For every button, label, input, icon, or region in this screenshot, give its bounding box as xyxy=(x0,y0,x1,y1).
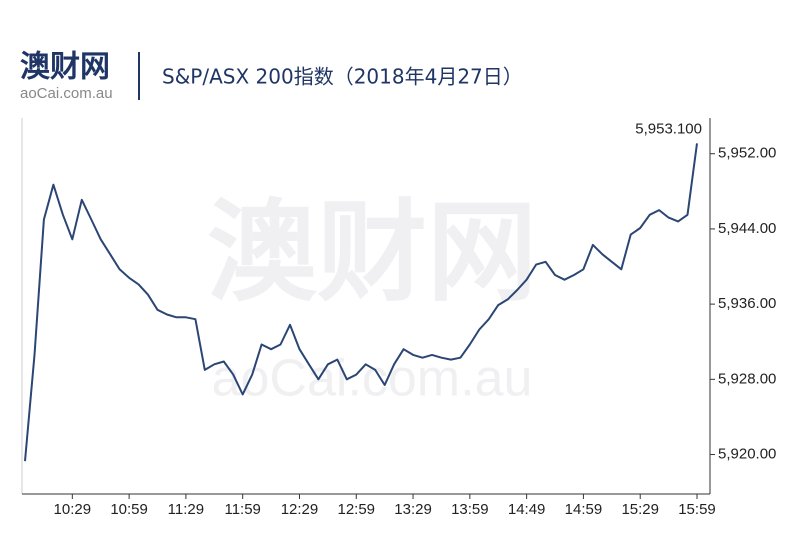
y-tick-label: 5,944.00 xyxy=(718,220,776,237)
x-tick-label: 13:59 xyxy=(451,501,489,518)
data-line xyxy=(24,143,698,462)
x-tick-label: 13:29 xyxy=(394,501,432,518)
x-tick-label: 10:59 xyxy=(110,501,148,518)
x-tick-label: 10:29 xyxy=(54,501,92,518)
y-tick-label: 5,952.00 xyxy=(718,145,776,162)
value-label: 5,953.100 xyxy=(635,120,702,137)
x-tick-label: 12:59 xyxy=(337,501,375,518)
x-tick-label: 12:29 xyxy=(281,501,319,518)
site-name: aoCai.com.au xyxy=(20,85,113,102)
chart-title: S&P/ASX 200指数（2018年4月27日） xyxy=(162,65,523,89)
x-tick-label: 14:59 xyxy=(565,501,603,518)
y-tick-label: 5,920.00 xyxy=(718,445,776,462)
y-tick-label: 5,928.00 xyxy=(718,370,776,387)
logo: 澳财网 xyxy=(20,50,110,85)
x-tick-label: 15:29 xyxy=(621,501,659,518)
x-tick-label: 11:29 xyxy=(168,501,204,518)
watermark-logo: 澳财网 xyxy=(207,188,537,316)
y-tick-label: 5,936.00 xyxy=(718,295,776,312)
x-tick-label: 14:49 xyxy=(508,501,546,518)
watermark-site: aoCai.com.au xyxy=(212,350,533,408)
x-tick-label: 15:59 xyxy=(678,501,716,518)
x-tick-label: 11:59 xyxy=(224,501,260,518)
